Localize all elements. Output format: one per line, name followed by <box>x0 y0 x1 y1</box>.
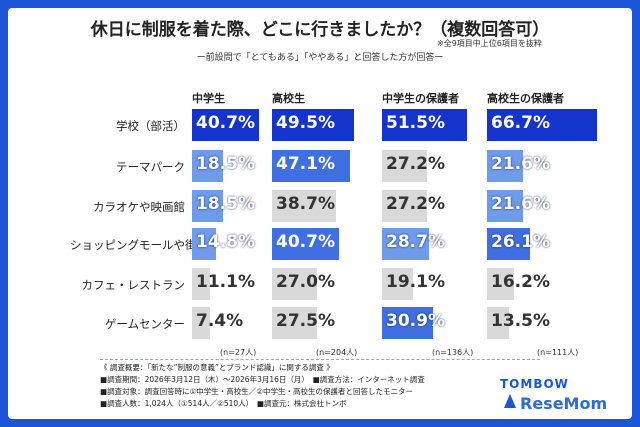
sample-size-2: (n=136人) <box>432 348 474 357</box>
bar-1-3 <box>487 150 523 182</box>
value-label-5-1: 27.5% <box>276 311 335 331</box>
bar-1-2 <box>382 150 427 182</box>
value-label-2-3: 21.6% <box>491 194 550 214</box>
bar-0-0 <box>192 109 260 141</box>
footer-line-1: 《 調査概要：「新たな“制服の意義”とブランド認識」に関する調査 》 <box>100 363 334 372</box>
value-label-0-3: 66.7% <box>491 113 550 133</box>
value-label-4-3: 16.2% <box>491 272 550 292</box>
column-header-0: 中学生 <box>192 92 225 105</box>
value-label-5-3: 13.5% <box>491 311 550 331</box>
value-label-0-2: 51.5% <box>386 113 445 133</box>
value-label-2-2: 27.2% <box>386 194 445 214</box>
value-label-3-3: 26.1% <box>491 232 550 252</box>
sample-size-3: (n=111人) <box>537 348 579 357</box>
value-label-5-0: 7.4% <box>196 311 244 331</box>
bar-5-0 <box>192 307 210 339</box>
value-label-2-1: 38.7% <box>276 194 335 214</box>
value-label-0-1: 49.5% <box>276 113 335 133</box>
value-label-0-0: 40.7% <box>196 113 255 133</box>
value-label-1-0: 18.5% <box>196 154 255 174</box>
bar-4-3 <box>487 268 514 300</box>
tombow-logo-mark <box>504 394 516 408</box>
resemom-logo: ReseMom <box>520 394 608 413</box>
value-label-1-2: 27.2% <box>386 154 445 174</box>
value-label-2-0: 18.5% <box>196 194 255 214</box>
bar-5-2 <box>382 307 433 339</box>
value-label-1-1: 47.1% <box>276 154 335 174</box>
divider <box>100 359 540 360</box>
bar-3-1 <box>272 228 340 260</box>
bar-4-1 <box>272 268 317 300</box>
value-label-4-1: 27.0% <box>276 272 335 292</box>
footer-line-4: ■調査人数：1,024人（①514人／②510人） ■調査元：株式会社トンボ <box>100 399 347 408</box>
bar-4-2 <box>382 268 414 300</box>
bar-5-1 <box>272 307 318 339</box>
bar-0-2 <box>382 109 467 141</box>
bar-0-3 <box>487 109 597 141</box>
tombow-logo: TOMBOW <box>500 377 569 391</box>
bar-1-0 <box>192 150 223 182</box>
chart-subtitle: ー前設問で「とてもある」「ややある」と回答した方が回答ー <box>196 53 444 63</box>
bar-1-1 <box>272 150 350 182</box>
column-header-3: 高校生の保護者 <box>487 92 564 105</box>
bar-2-3 <box>487 190 523 222</box>
column-header-2: 中学生の保護者 <box>382 92 459 105</box>
sample-size-1: (n=204人) <box>316 348 358 357</box>
row-label-4: カフェ・レストラン <box>81 278 186 292</box>
value-label-1-3: 21.6% <box>491 154 550 174</box>
row-label-2: カラオケや映画館 <box>93 200 185 214</box>
chart-note: ※全9項目中上位6項目を抜粋 <box>437 39 542 48</box>
row-label-3: ショッピングモールや街中 <box>70 238 208 252</box>
bar-2-1 <box>272 190 336 222</box>
bar-3-3 <box>487 228 531 260</box>
bar-2-2 <box>382 190 427 222</box>
chart-title: 休日に制服を着た際、どこに行きましたか？（複数回答可） <box>90 20 550 40</box>
bar-5-3 <box>487 307 510 339</box>
value-label-3-0: 14.8% <box>196 232 255 252</box>
column-header-1: 高校生 <box>272 92 305 105</box>
bar-4-0 <box>192 268 211 300</box>
footer-line-2: ■調査期間：2026年3月12日（木）〜2026年3月16日（月） ■調査方法：… <box>100 375 425 384</box>
bar-0-1 <box>272 109 354 141</box>
row-label-5: ゲームセンター <box>104 317 185 331</box>
value-label-5-2: 30.9% <box>386 311 445 331</box>
value-label-3-2: 28.7% <box>386 232 445 252</box>
sample-size-0: (n=27人) <box>220 348 257 357</box>
footer-line-3: ■調査対象：調査回答時に①中学生・高校生／②中学生・高校生の保護者と回答したモニ… <box>100 387 414 396</box>
row-label-1: テーマパーク <box>116 160 185 174</box>
value-label-4-0: 11.1% <box>196 272 255 292</box>
bar-2-0 <box>192 190 223 222</box>
row-label-0: 学校（部活） <box>116 119 185 133</box>
bar-3-2 <box>382 228 430 260</box>
value-label-4-2: 19.1% <box>386 272 445 292</box>
bar-3-0 <box>192 228 217 260</box>
value-label-3-1: 40.7% <box>276 232 335 252</box>
